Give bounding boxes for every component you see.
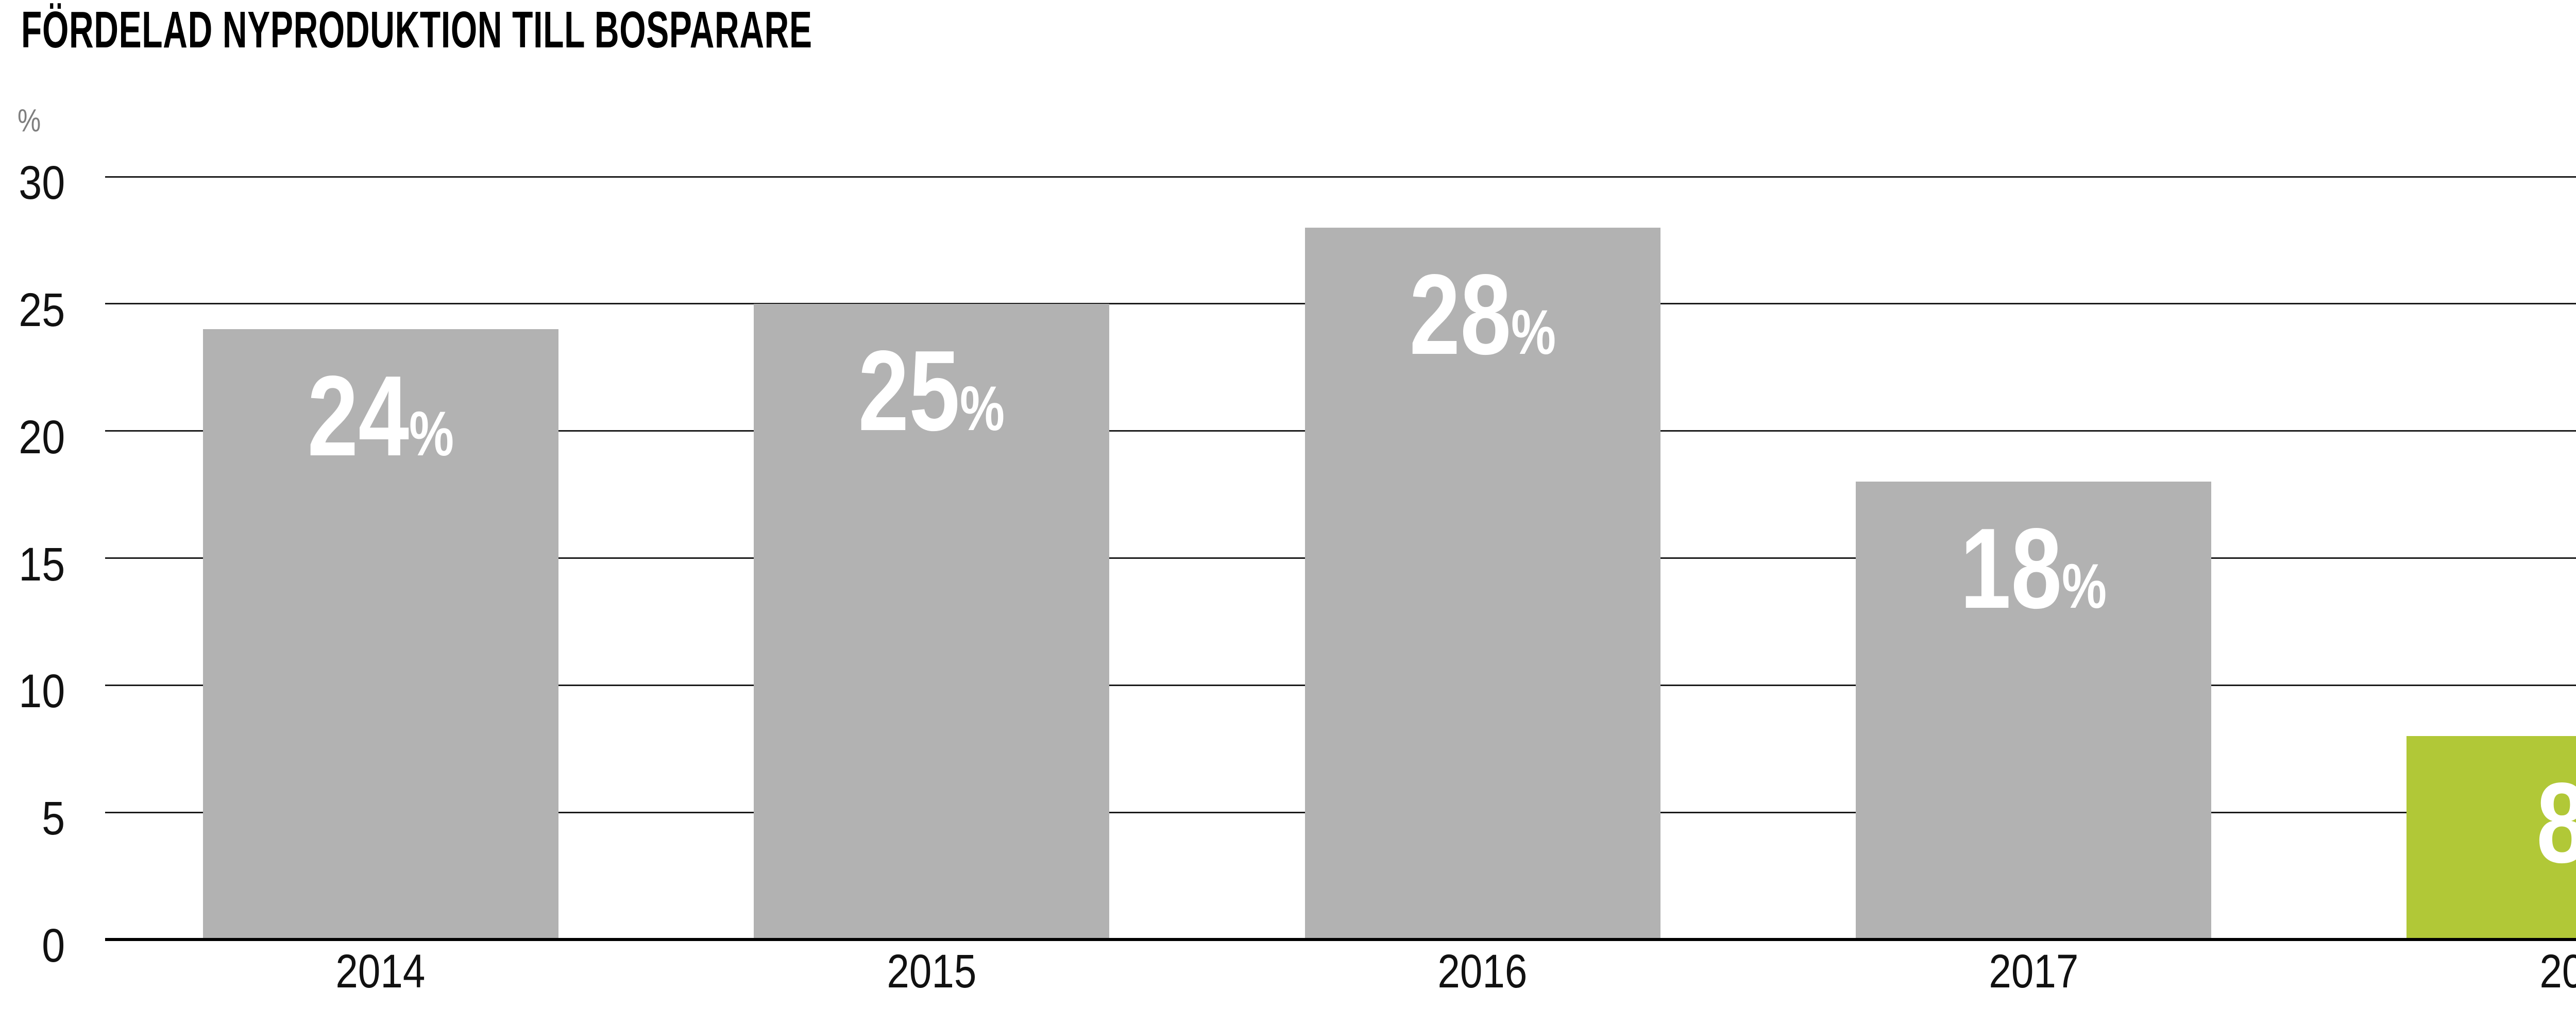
- y-tick-text: 5: [41, 792, 65, 845]
- bar-value-text: 8%: [2537, 766, 2576, 898]
- y-tick-text: 0: [41, 919, 65, 972]
- y-tick-text: 30: [18, 157, 65, 209]
- y-tick-label-30: 30: [0, 159, 65, 207]
- y-tick-label-5: 5: [0, 795, 65, 842]
- x-axis-line: [105, 938, 2576, 941]
- bar-value-text: 25%: [858, 327, 1005, 455]
- y-tick-text: 10: [18, 665, 65, 718]
- x-label-text: 2018: [2539, 945, 2576, 998]
- bar-column-2018: 8%: [2309, 177, 2576, 939]
- bar-value-label-2017: 18%: [1856, 511, 2211, 643]
- y-tick-label-25: 25: [0, 286, 65, 334]
- bar-value-label-2016: 28%: [1305, 258, 1660, 389]
- percent-sign: %: [2062, 551, 2107, 622]
- x-label-2016: 2016: [1207, 948, 1758, 995]
- bar-series: 24% 25% 28% 18% 8%: [105, 177, 2576, 939]
- y-axis-unit-label: %: [18, 103, 41, 139]
- bar-value-text: 18%: [1960, 505, 2107, 633]
- y-tick-text: 25: [18, 283, 65, 336]
- x-axis-labels: 2014 2015 2016 2017 2018: [105, 948, 2576, 995]
- bar-column-2016: 28%: [1207, 177, 1758, 939]
- bar-2015: 25%: [754, 303, 1110, 939]
- bar-column-2014: 24%: [105, 177, 656, 939]
- y-tick-label-20: 20: [0, 414, 65, 461]
- percent-sign: %: [960, 372, 1005, 443]
- page-title: FÖRDELAD NYPRODUKTION TILL BOSPARARE: [21, 4, 1220, 56]
- bar-column-2015: 25%: [656, 177, 1207, 939]
- x-label-text: 2016: [1437, 945, 1528, 998]
- bar-value-label-2015: 25%: [754, 334, 1109, 466]
- bar-2014: 24%: [202, 329, 558, 939]
- x-label-text: 2017: [1988, 945, 2078, 998]
- percent-sign: %: [1511, 296, 1556, 367]
- y-tick-label-10: 10: [0, 668, 65, 715]
- x-label-text: 2015: [887, 945, 977, 998]
- bar-value-label-2014: 24%: [203, 359, 558, 491]
- bar-value-label-2018: 8%: [2406, 766, 2576, 898]
- bar-value-text: 24%: [307, 352, 454, 481]
- x-label-2017: 2017: [1758, 948, 2309, 995]
- plot-area: 24% 25% 28% 18% 8%: [105, 176, 2576, 941]
- x-label-2015: 2015: [656, 948, 1207, 995]
- bar-2018: 8%: [2406, 736, 2576, 939]
- bar-value-text: 28%: [1409, 250, 1556, 379]
- y-tick-label-0: 0: [0, 922, 65, 969]
- x-label-text: 2014: [335, 945, 426, 998]
- chart-title-text: FÖRDELAD NYPRODUKTION TILL BOSPARARE: [21, 1, 812, 59]
- percent-sign: %: [409, 398, 454, 469]
- gridline-30: [105, 176, 2576, 178]
- y-tick-text: 20: [18, 411, 65, 464]
- y-tick-label-15: 15: [0, 541, 65, 588]
- bar-column-2017: 18%: [1758, 177, 2309, 939]
- bar-2016: 28%: [1304, 227, 1660, 939]
- bar-2017: 18%: [1855, 482, 2211, 939]
- y-tick-text: 15: [18, 538, 65, 591]
- x-label-2018: 2018: [2309, 948, 2576, 995]
- x-label-2014: 2014: [105, 948, 656, 995]
